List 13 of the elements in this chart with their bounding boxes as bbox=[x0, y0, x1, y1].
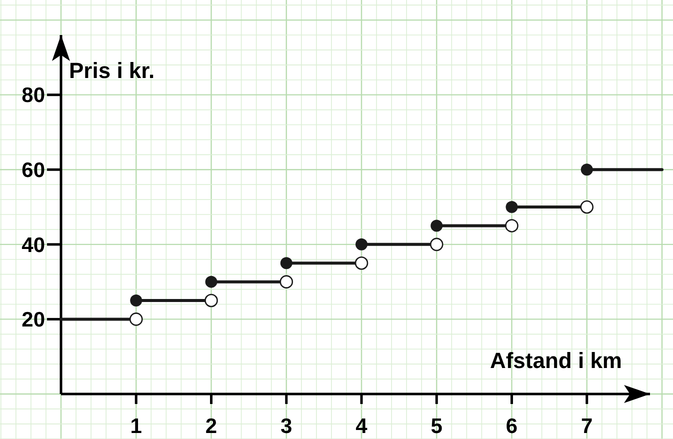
x-axis-title: Afstand i km bbox=[490, 348, 622, 373]
y-tick-label: 40 bbox=[22, 234, 45, 257]
x-tick-label: 7 bbox=[581, 415, 593, 438]
x-tick-label: 5 bbox=[430, 415, 443, 438]
x-tick-label: 2 bbox=[205, 415, 218, 438]
y-axis-title: Pris i kr. bbox=[69, 58, 155, 83]
x-tick-label: 3 bbox=[280, 415, 292, 438]
y-tick-label: 20 bbox=[22, 308, 45, 332]
x-tick-label: 4 bbox=[356, 415, 368, 438]
x-tick-label: 6 bbox=[506, 415, 518, 438]
x-tick-label: 1 bbox=[130, 415, 142, 438]
y-tick-label: 60 bbox=[22, 158, 45, 182]
y-tick-label: 80 bbox=[22, 84, 45, 108]
